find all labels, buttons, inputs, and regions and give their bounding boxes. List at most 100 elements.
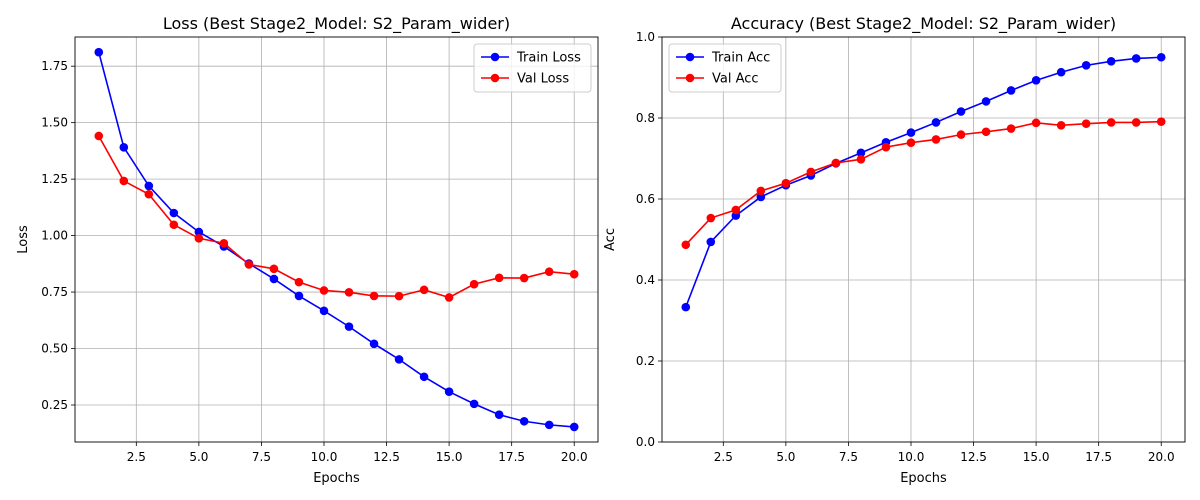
data-point-0 [369,339,379,349]
legend-label-1: Val Acc [712,72,759,87]
data-point-1 [369,291,379,301]
data-point-1 [1131,118,1141,127]
data-point-0 [1081,61,1091,70]
data-point-0 [981,97,991,106]
x-axis-label: Epochs [313,471,360,486]
data-point-0 [1031,76,1041,85]
x-tick-label: 10.0 [311,450,338,464]
data-point-1 [344,287,354,297]
series-line-0 [685,56,1162,308]
x-tick-label: 15.0 [436,450,463,464]
data-point-1 [681,240,691,250]
x-tick-label: 2.5 [714,450,733,464]
x-tick-label: 5.0 [776,450,795,464]
x-tick-label: 5.0 [189,450,208,464]
data-point-0 [494,410,504,420]
data-point-1 [544,267,554,277]
series-line-1 [98,135,575,299]
data-point-0 [319,306,329,316]
data-point-0 [519,416,529,426]
data-point-0 [1106,57,1116,66]
y-axis-label: Acc [603,228,618,251]
data-point-0 [394,355,404,364]
legend-label-1: Val Loss [517,72,569,87]
y-tick-label: 0.75 [41,285,68,299]
series-line-1 [685,120,1162,246]
data-point-1 [956,130,966,139]
axes-frame [74,36,599,443]
data-point-0 [419,372,429,382]
chart-1: 2.5 5.0 7.5 10.0 12.5 15.0 17.5 20.0 0.0 0.2 0.4 0.… [603,14,1186,486]
data-point-1 [906,138,916,148]
data-point-1 [1031,118,1041,128]
x-tick-label: 7.5 [252,450,271,464]
y-tick-label: 1.50 [41,116,68,130]
x-tick-label: 15.0 [1023,450,1050,464]
data-point-0 [1156,52,1166,62]
data-point-0 [856,148,866,158]
data-point-1 [981,127,991,137]
data-point-1 [269,264,279,274]
data-point-1 [444,293,454,302]
data-point-1 [119,176,129,186]
legend-box [668,43,782,93]
data-point-1 [1156,117,1166,126]
legend: Train Loss Val Loss [473,43,592,93]
x-tick-label: 7.5 [839,450,858,464]
y-tick-label: 0.4 [636,273,655,287]
y-tick-label: 0.6 [636,192,655,206]
data-point-0 [269,274,279,284]
legend-marker-0 [490,52,500,62]
data-point-0 [1056,67,1066,77]
data-point-1 [881,142,891,152]
data-point-1 [1056,120,1066,130]
data-point-0 [1006,86,1016,95]
chart-0: 2.5 5.0 7.5 10.0 12.5 15.0 17.5 20.0 0.25 0.50 0.7… [16,14,599,486]
data-point-0 [444,387,454,396]
data-point-1 [1081,119,1091,128]
legend-label-0: Train Acc [711,51,770,66]
data-point-1 [144,189,154,199]
data-point-1 [494,273,504,283]
data-point-1 [1106,118,1116,127]
data-point-0 [569,422,579,432]
y-tick-label: 0.0 [636,435,655,449]
data-point-1 [469,279,479,289]
data-point-0 [1131,54,1141,63]
data-point-0 [469,399,479,409]
data-point-0 [119,142,129,152]
data-point-0 [94,47,104,57]
data-point-1 [781,178,791,188]
data-point-1 [319,286,329,295]
axes-frame [661,36,1186,443]
legend: Train Acc Val Acc [668,43,782,93]
y-tick-label: 1.25 [41,172,68,186]
data-point-0 [294,291,304,301]
legend-label-0: Train Loss [516,51,581,66]
x-tick-label: 20.0 [561,450,588,464]
data-point-1 [169,220,179,230]
data-point-0 [756,192,766,202]
y-tick-label: 1.0 [636,30,655,44]
x-tick-label: 17.5 [1085,450,1112,464]
data-point-1 [294,277,304,287]
y-tick-label: 0.50 [41,342,68,356]
legend-box [473,43,592,93]
legend-marker-0 [685,52,695,62]
data-point-0 [956,107,966,116]
data-point-1 [219,238,229,248]
x-tick-label: 10.0 [898,450,925,464]
x-tick-label: 12.5 [960,450,987,464]
chart-title: Loss (Best Stage2_Model: S2_Param_wider) [163,14,510,34]
legend-marker-1 [685,73,695,83]
data-point-1 [931,135,941,144]
x-tick-label: 2.5 [127,450,146,464]
series-line-0 [97,51,575,428]
x-tick-label: 17.5 [498,450,525,464]
x-tick-label: 12.5 [373,450,400,464]
data-point-0 [681,302,691,312]
data-point-1 [419,285,429,295]
x-tick-label: 20.0 [1148,450,1175,464]
data-point-0 [544,420,554,430]
